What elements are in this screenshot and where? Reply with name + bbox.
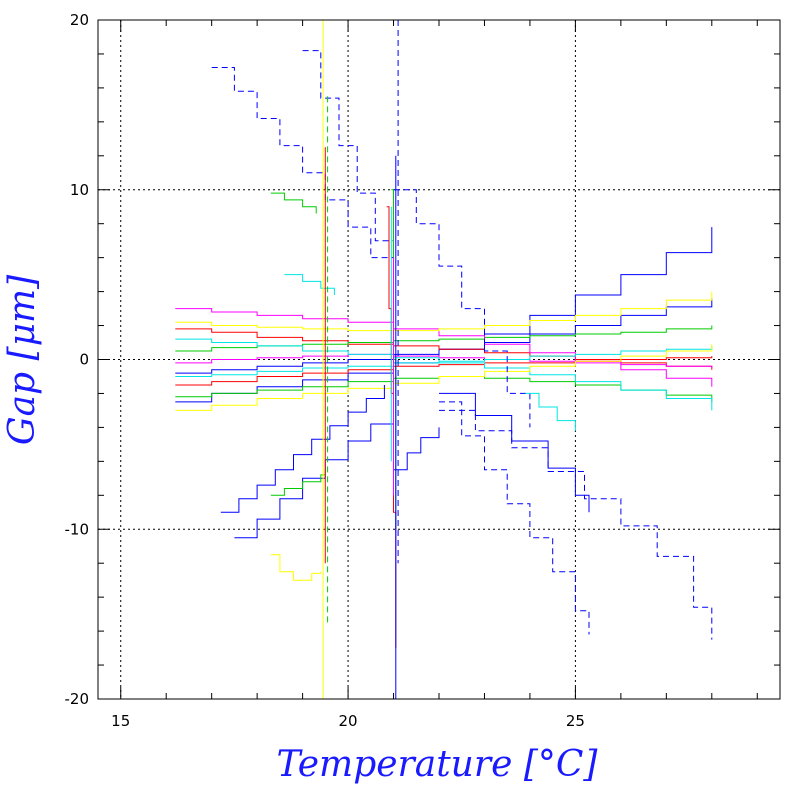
series-line-23 <box>270 554 322 581</box>
series-line-10 <box>175 345 713 377</box>
x-tick-label: 20 <box>339 712 358 730</box>
tick-labels: 15 20 25 -20 -10 0 10 20 <box>65 11 585 730</box>
x-axis-title: Temperature [°C] <box>277 744 599 785</box>
y-tick-label: 10 <box>70 181 89 199</box>
series-line-4 <box>175 356 713 386</box>
series-line-20 <box>439 392 590 513</box>
x-tick-label: 15 <box>111 712 130 730</box>
y-tick-label: -10 <box>65 520 90 538</box>
series-line-6 <box>175 376 713 402</box>
series-line-11 <box>175 291 713 332</box>
y-tick-label: -20 <box>65 690 90 708</box>
series-line-7 <box>175 308 713 387</box>
series-line-14 <box>234 407 394 539</box>
series-line-35 <box>525 392 576 431</box>
series-line-13 <box>220 385 385 513</box>
series-line-15 <box>211 67 394 292</box>
series-line-21 <box>393 427 440 471</box>
x-tick-label: 25 <box>566 712 585 730</box>
series-line-24 <box>270 192 317 214</box>
series-line-17 <box>393 189 531 428</box>
y-axis-title: Gap [μm] <box>2 274 43 445</box>
series-line-1 <box>175 227 713 403</box>
series-line-25 <box>284 274 335 295</box>
series-layer <box>175 20 713 699</box>
y-tick-label: 20 <box>70 11 89 29</box>
series-line-3 <box>175 328 713 370</box>
series-line-18 <box>439 409 713 640</box>
series-line-19 <box>439 401 590 635</box>
series-line-12 <box>175 344 713 411</box>
y-tick-label: 0 <box>79 351 89 369</box>
tick-marks <box>98 19 780 700</box>
series-line-22 <box>270 469 326 496</box>
